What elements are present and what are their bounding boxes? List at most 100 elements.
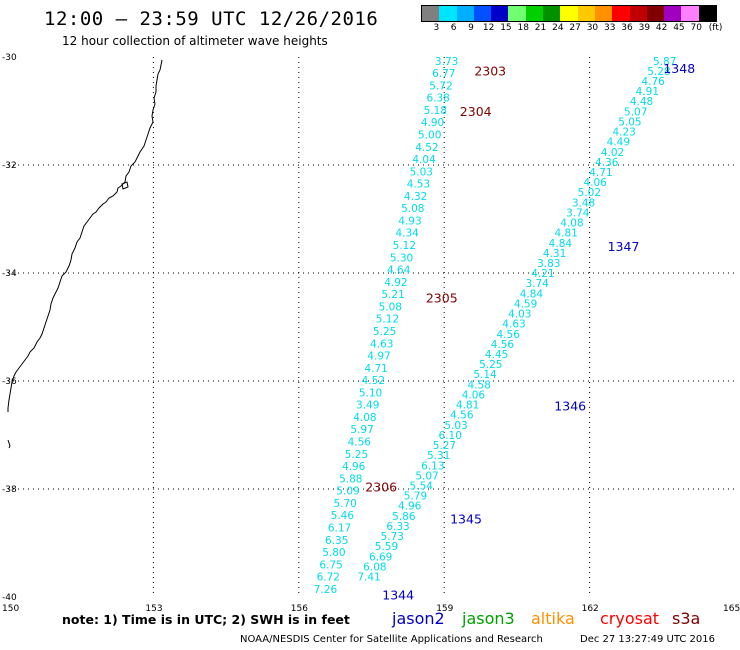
longitude-tick-label: 165 (723, 604, 740, 614)
wave-height-value: 3.49 (356, 400, 379, 412)
legend-swatch (508, 6, 526, 21)
latitude-tick-label: -30 (2, 53, 17, 63)
altimeter-track: 3.736.775.726.385.184.905.004.524.045.03… (314, 56, 459, 596)
wave-height-value: 4.32 (404, 191, 427, 203)
pass-number-label: 2303 (474, 64, 506, 79)
pass-number-label: 2305 (426, 290, 458, 305)
legend-label: 33 (604, 23, 616, 33)
legend-label: 27 (569, 23, 581, 33)
wave-height-value: 6.35 (325, 535, 348, 547)
wave-height-value: 4.93 (398, 215, 421, 227)
legend-swatch (577, 6, 595, 21)
wave-height-value: 4.23 (612, 127, 635, 139)
wave-height-value: 5.46 (331, 510, 355, 522)
wave-height-value: 4.52 (362, 375, 385, 387)
wave-height-value: 4.08 (353, 412, 376, 424)
wave-height-value: 3.48 (572, 197, 595, 209)
wave-height-value: 6.72 (317, 572, 340, 584)
legend-label: 3 (433, 23, 440, 33)
longitude-tick-label: 153 (145, 604, 162, 614)
latitude-tick-label: -32 (2, 161, 17, 171)
legend-swatch (646, 6, 665, 21)
wave-height-value: 5.70 (333, 498, 356, 510)
wave-height-value: 4.81 (456, 400, 479, 412)
coastline-islet-south (7, 439, 11, 449)
wave-height-value: 4.63 (502, 319, 525, 331)
pass-number-label: 1347 (608, 239, 640, 254)
wave-height-value: 6.13 (421, 460, 444, 472)
wave-height-value: 4.08 (560, 218, 583, 230)
wave-height-value: 5.27 (433, 440, 456, 452)
legend-label: 21 (534, 23, 547, 33)
wave-height-value: 4.31 (543, 248, 566, 260)
wave-height-value: 4.84 (549, 238, 573, 250)
lat-lon-grid (8, 57, 735, 597)
latitude-tick-label: -36 (2, 377, 17, 387)
wave-height-value: 5.12 (393, 240, 416, 252)
wave-height-value: 5.18 (424, 105, 447, 117)
wave-height-value: 3.83 (537, 258, 560, 270)
wave-height-value: 7.41 (357, 571, 380, 583)
wave-height-value: 4.76 (641, 76, 665, 88)
wave-height-value: 4.56 (348, 437, 372, 449)
wave-height-value: 5.10 (359, 387, 382, 399)
wave-height-value: 4.06 (583, 177, 607, 189)
wave-height-value: 5.25 (345, 449, 368, 461)
latitude-tick-label: -40 (2, 593, 17, 603)
pass-number-label: 2306 (365, 479, 397, 494)
credit-line: NOAA/NESDIS Center for Satellite Applica… (240, 634, 543, 645)
satellite-legend-altika: altika (531, 609, 575, 628)
legend-swatch (491, 6, 509, 21)
pass-number-label: 2304 (460, 104, 492, 119)
generation-timestamp: Dec 27 13:27:49 UTC 2016 (580, 634, 715, 645)
latitude-tick-label: -34 (2, 269, 17, 279)
wave-height-value: 4.92 (384, 277, 407, 289)
legend-swatch (664, 6, 682, 21)
wave-height-value: 5.59 (375, 541, 398, 553)
wave-height-value: 5.05 (618, 116, 641, 128)
wave-height-value: 4.53 (407, 179, 430, 191)
pass-number-label: 1348 (663, 61, 695, 76)
wave-height-value: 5.03 (410, 166, 433, 178)
wave-height-value: 5.87 (653, 56, 676, 68)
wave-height-value: 6.38 (426, 93, 449, 105)
wave-height-value: 4.56 (450, 410, 474, 422)
legend-swatch (422, 6, 440, 21)
page-subtitle: 12 hour collection of altimeter wave hei… (62, 34, 328, 48)
wave-height-value: 4.56 (497, 329, 521, 341)
wave-height-value: 4.02 (601, 147, 624, 159)
wave-height-value: 4.21 (531, 268, 554, 280)
pass-number-label: 1346 (554, 398, 586, 413)
wave-height-value: 4.45 (485, 349, 508, 361)
wave-height-value: 4.48 (630, 96, 653, 108)
wave-height-value: 4.71 (589, 167, 612, 179)
wave-height-value: 4.06 (462, 389, 486, 401)
longitude-tick-label: 162 (582, 604, 599, 614)
wave-height-value: 4.52 (415, 142, 438, 154)
wave-height-value: 5.54 (410, 480, 434, 492)
wave-height-value: 4.97 (367, 351, 390, 363)
wave-height-value: 5.25 (479, 359, 502, 371)
wave-height-value: 4.58 (468, 379, 491, 391)
wave-height-value: 5.07 (415, 470, 438, 482)
wave-height-value: 5.00 (418, 129, 441, 141)
wave-height-value: 4.64 (387, 265, 411, 277)
wave-height-value: 5.07 (624, 106, 647, 118)
wave-height-value: 6.08 (363, 561, 386, 573)
wave-height-value: 5.25 (373, 326, 396, 338)
legend-label: 36 (621, 23, 633, 33)
wave-height-value: 5.30 (390, 252, 413, 264)
wave-height-value: 5.80 (322, 547, 345, 559)
pass-number-label: 1345 (450, 512, 482, 527)
wave-height-value: 5.79 (404, 491, 427, 503)
color-scale-legend (421, 5, 718, 22)
wave-height-value: 4.96 (398, 501, 422, 513)
legend-swatch (594, 6, 613, 21)
color-scale-labels: 3 6 9 12 15 18 21 24 27 30 33 36 39 42 45 70 (ft) (421, 23, 740, 35)
legend-swatch (629, 6, 647, 21)
wave-height-value: 5.31 (427, 450, 450, 462)
legend-label: 9 (468, 23, 474, 33)
wave-height-value: 6.33 (386, 521, 409, 533)
legend-label: 18 (517, 23, 529, 33)
